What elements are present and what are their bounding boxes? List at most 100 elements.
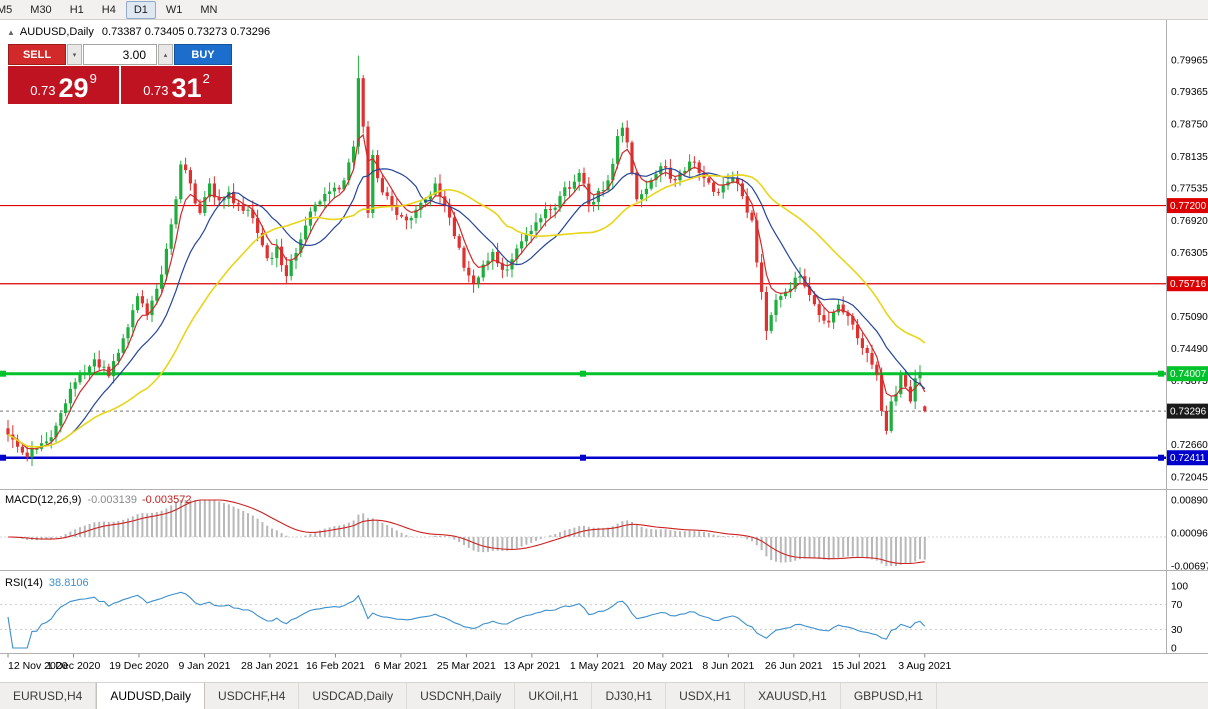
chart-tab-usdcad-daily[interactable]: USDCAD,Daily bbox=[299, 683, 408, 709]
volume-input[interactable] bbox=[83, 44, 157, 65]
price-axis-label: 0.76920 bbox=[1171, 216, 1208, 227]
one-click-trade-panel: SELL ▾ ▴ BUY 0.73 29 9 0.73 31 2 bbox=[8, 44, 232, 104]
date-axis-label: 26 Jun 2021 bbox=[765, 660, 823, 672]
price-axis-label: 0.79365 bbox=[1171, 87, 1208, 98]
timeframe-toolbar: M5 M30 H1 H4 D1 W1 MN bbox=[0, 0, 1208, 20]
level-line-handle[interactable] bbox=[0, 454, 6, 461]
timeframe-button-w1[interactable]: W1 bbox=[165, 3, 183, 16]
buy-price-big-digits: 31 bbox=[171, 72, 202, 103]
price-tag-text: 0.73296 bbox=[1170, 407, 1207, 418]
date-axis-label: 1 May 2021 bbox=[570, 660, 625, 672]
sell-price-big-digits: 29 bbox=[58, 72, 89, 103]
price-axis-label: 0.74490 bbox=[1171, 344, 1208, 355]
chart-tab-ukoil-h1[interactable]: UKOil,H1 bbox=[515, 683, 593, 709]
fast-red-ma-line bbox=[7, 133, 926, 450]
price-tag-text: 0.75716 bbox=[1170, 279, 1207, 290]
one-click-toggle-icon[interactable]: ▲ bbox=[7, 27, 15, 37]
price-axis-label: 0.73875 bbox=[1171, 376, 1208, 387]
date-axis-label: 8 Jun 2021 bbox=[702, 660, 754, 672]
sell-price-display[interactable]: 0.73 29 9 bbox=[8, 66, 119, 104]
level-line-handle[interactable] bbox=[580, 454, 586, 461]
chart-tab-eurusd-h4[interactable]: EURUSD,H4 bbox=[0, 683, 97, 709]
macd-indicator-label: MACD(12,26,9) -0.003139 -0.003572 bbox=[5, 494, 192, 506]
trade-panel-prices: 0.73 29 9 0.73 31 2 bbox=[8, 66, 232, 104]
chart-ohlc-values: 0.73387 0.73405 0.73273 0.73296 bbox=[101, 26, 271, 38]
level-price-tag bbox=[1167, 366, 1208, 382]
bid-price-tag bbox=[1167, 403, 1208, 419]
chart-tab-usdchf-h4[interactable]: USDCHF,H4 bbox=[205, 683, 300, 709]
rsi-axis-label: 70 bbox=[1171, 600, 1183, 611]
price-axis-label: 0.76305 bbox=[1171, 248, 1208, 259]
date-axis-label: 9 Jan 2021 bbox=[178, 660, 230, 672]
price-tag-text: 0.74007 bbox=[1170, 369, 1207, 380]
sell-price-pipette: 9 bbox=[89, 71, 97, 86]
macd-signal-line bbox=[7, 499, 925, 565]
date-axis-label: 20 May 2021 bbox=[632, 660, 693, 672]
date-axis-label: 15 Jul 2021 bbox=[832, 660, 886, 672]
price-axis-label: 0.77535 bbox=[1171, 183, 1208, 194]
rsi-line bbox=[7, 591, 926, 649]
chart-tab-usdcnh-daily[interactable]: USDCNH,Daily bbox=[407, 683, 516, 709]
price-axis-label: 0.72660 bbox=[1171, 440, 1208, 451]
level-price-tag bbox=[1167, 450, 1208, 466]
date-axis-label: 1 Dec 2020 bbox=[47, 660, 101, 672]
buy-price-prefix: 0.73 bbox=[143, 83, 169, 99]
buy-price-display[interactable]: 0.73 31 2 bbox=[121, 66, 232, 104]
timeframe-button-m5[interactable]: M5 bbox=[0, 3, 13, 16]
rsi-indicator-label: RSI(14) 38.8106 bbox=[5, 577, 89, 589]
volume-increase-button[interactable]: ▴ bbox=[158, 44, 173, 65]
level-line-handle[interactable] bbox=[580, 370, 586, 377]
sell-button[interactable]: SELL bbox=[8, 44, 66, 65]
macd-signal-value: -0.003572 bbox=[141, 494, 192, 506]
price-axis-label: 0.78750 bbox=[1171, 119, 1208, 130]
chart-tab-dj30-h1[interactable]: DJ30,H1 bbox=[592, 683, 667, 709]
trade-panel-controls: SELL ▾ ▴ BUY bbox=[8, 44, 232, 65]
chart-tabbar: EURUSD,H4 AUDUSD,Daily USDCHF,H4 USDCAD,Dai… bbox=[0, 682, 1208, 709]
chart-header: ▲ AUDUSD,Daily 0.73387 0.73405 0.73273 0… bbox=[7, 26, 270, 38]
price-axis-label: 0.72045 bbox=[1171, 473, 1208, 484]
mid-blue-ma-line bbox=[7, 167, 926, 448]
buy-price-pipette: 2 bbox=[202, 71, 210, 86]
date-axis-label: 12 Nov 2020 bbox=[8, 660, 68, 672]
timeframe-button-h4[interactable]: H4 bbox=[101, 3, 116, 16]
date-axis-label: 13 Apr 2021 bbox=[504, 660, 561, 672]
macd-axis-label: 0.008903 bbox=[1171, 496, 1208, 507]
chart-tab-xauusd-h1[interactable]: XAUUSD,H1 bbox=[745, 683, 841, 709]
macd-main-value: -0.003139 bbox=[87, 494, 137, 506]
rsi-title: RSI(14) bbox=[5, 577, 43, 589]
level-price-tag bbox=[1167, 276, 1208, 292]
date-axis-label: 19 Dec 2020 bbox=[109, 660, 169, 672]
level-price-tag bbox=[1167, 198, 1208, 214]
volume-decrease-button[interactable]: ▾ bbox=[67, 44, 82, 65]
timeframe-button-h1[interactable]: H1 bbox=[69, 3, 84, 16]
date-axis-label: 16 Feb 2021 bbox=[306, 660, 365, 672]
date-axis-label: 6 Mar 2021 bbox=[374, 660, 427, 672]
macd-axis-label: -0.006977 bbox=[1171, 562, 1208, 573]
chart-tab-gbpusd-h1[interactable]: GBPUSD,H1 bbox=[841, 683, 938, 709]
date-axis-label: 28 Jan 2021 bbox=[241, 660, 299, 672]
macd-axis-label: 0.000963 bbox=[1171, 529, 1208, 540]
chart-tab-audusd-daily[interactable]: AUDUSD,Daily bbox=[96, 683, 206, 709]
slow-yellow-ma-line bbox=[7, 174, 926, 448]
macd-title: MACD(12,26,9) bbox=[5, 494, 82, 506]
buy-button[interactable]: BUY bbox=[174, 44, 232, 65]
price-axis-label: 0.78135 bbox=[1171, 152, 1208, 163]
price-axis-label: 0.79965 bbox=[1171, 56, 1208, 67]
level-line-handle[interactable] bbox=[1158, 454, 1164, 461]
level-line-handle[interactable] bbox=[1158, 370, 1164, 377]
candles-layer bbox=[6, 55, 927, 466]
date-axis-label: 25 Mar 2021 bbox=[437, 660, 496, 672]
timeframe-button-m30[interactable]: M30 bbox=[30, 3, 52, 16]
timeframe-button-d1[interactable]: D1 bbox=[125, 0, 156, 19]
chart-tab-usdx-h1[interactable]: USDX,H1 bbox=[666, 683, 746, 709]
price-tag-text: 0.72411 bbox=[1170, 453, 1206, 464]
chart-background bbox=[0, 20, 1208, 709]
price-axis-label: 0.75090 bbox=[1171, 312, 1208, 323]
timeframe-button-mn[interactable]: MN bbox=[200, 3, 218, 16]
level-line-handle[interactable] bbox=[0, 370, 6, 377]
rsi-axis-label: 30 bbox=[1171, 625, 1183, 636]
rsi-value: 38.8106 bbox=[48, 577, 89, 589]
